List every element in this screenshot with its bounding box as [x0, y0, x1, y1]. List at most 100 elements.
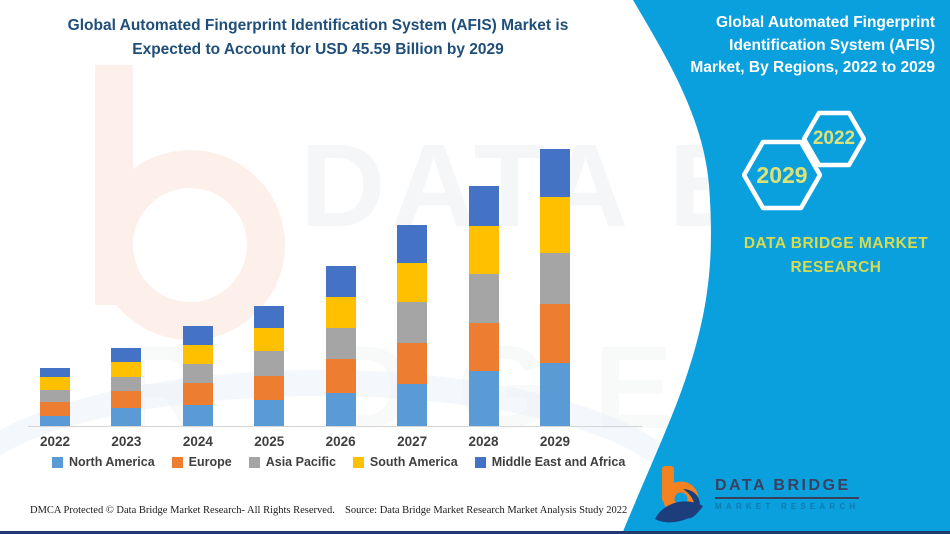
legend-label: North America [69, 455, 155, 469]
legend-label: South America [369, 455, 458, 469]
bar-2022: 2022 [40, 140, 70, 449]
logo-tagline: MARKET RESEARCH [715, 502, 860, 511]
data-bridge-logo-icon [655, 466, 703, 523]
hexagon-2022-label: 2022 [812, 128, 856, 149]
segment-north-america-2029 [539, 362, 570, 426]
segment-middle-east-and-africa-2025 [254, 306, 285, 329]
logo-text-block: DATA BRIDGE MARKET RESEARCH [715, 477, 860, 511]
bar-2025: 2025 [254, 140, 285, 449]
segment-europe-2028 [468, 322, 499, 372]
legend-item-north-america: North America [52, 455, 155, 469]
x-axis-label-2025: 2025 [254, 434, 285, 449]
page-title-line-1: Global Automated Fingerprint Identificat… [67, 17, 569, 34]
segment-middle-east-and-africa-2027 [397, 225, 428, 263]
side-panel-title: Global Automated Fingerprint Identificat… [690, 14, 935, 76]
segment-asia-pacific-2024 [182, 363, 213, 384]
hexagon-outline-icon [801, 110, 867, 168]
x-axis-label-2022: 2022 [39, 434, 71, 449]
legend-swatch-icon [474, 456, 486, 468]
bar-2026: 2026 [325, 140, 356, 449]
x-axis-label-2027: 2027 [397, 434, 428, 449]
bar-stack [468, 185, 499, 426]
bar-2028: 2028 [468, 140, 499, 449]
bar-2029: 2029 [539, 140, 570, 449]
bar-stack [397, 225, 428, 426]
segment-asia-pacific-2027 [397, 301, 428, 343]
segment-asia-pacific-2022 [40, 389, 70, 403]
segment-middle-east-and-africa-2022 [40, 367, 70, 378]
segment-middle-east-and-africa-2023 [111, 347, 142, 362]
segment-south-america-2025 [254, 328, 285, 352]
segment-north-america-2023 [111, 408, 142, 426]
segment-asia-pacific-2028 [468, 273, 499, 323]
hexagon-outline-icon [741, 139, 823, 211]
segment-asia-pacific-2025 [254, 351, 285, 376]
x-axis-label-2024: 2024 [182, 434, 213, 449]
segment-south-america-2029 [539, 197, 570, 253]
bar-stack [182, 326, 213, 426]
segment-north-america-2022 [40, 415, 70, 426]
segment-south-america-2022 [40, 377, 70, 390]
segment-asia-pacific-2026 [325, 328, 356, 360]
segment-middle-east-and-africa-2029 [539, 148, 570, 198]
copyright-text: DMCA Protected © Data Bridge Market Rese… [30, 505, 335, 516]
segment-europe-2025 [254, 375, 285, 401]
legend-label: Middle East and Africa [491, 455, 626, 469]
brand-name-text: DATA BRIDGE MARKET RESEARCH [743, 235, 929, 276]
bar-stack [539, 148, 570, 426]
legend-swatch-icon [248, 456, 260, 468]
bar-2027: 2027 [397, 140, 428, 449]
source-text: Source: Data Bridge Market Research Mark… [345, 505, 628, 516]
x-axis-label-2023: 2023 [111, 434, 142, 449]
hexagon-2029-label: 2029 [756, 161, 808, 188]
company-logo: DATA BRIDGE MARKET RESEARCH [653, 463, 860, 525]
segment-south-america-2026 [325, 297, 356, 329]
segment-south-america-2028 [468, 225, 499, 274]
segment-north-america-2028 [468, 371, 499, 426]
legend-item-asia-pacific: Asia Pacific [248, 455, 336, 469]
segment-south-america-2024 [182, 345, 213, 364]
segment-middle-east-and-africa-2026 [325, 266, 356, 298]
segment-europe-2023 [111, 391, 142, 409]
logo-name: DATA BRIDGE [715, 477, 860, 499]
legend-swatch-icon [352, 456, 364, 468]
segment-europe-2029 [539, 303, 570, 363]
segment-europe-2026 [325, 359, 356, 394]
legend-item-south-america: South America [352, 455, 458, 469]
legend-label: Europe [188, 455, 232, 469]
x-axis-label-2028: 2028 [468, 434, 499, 449]
segment-south-america-2027 [397, 262, 428, 302]
segment-north-america-2024 [182, 404, 213, 426]
watermark-text: DATA B [300, 120, 760, 252]
chart-legend: North America Europe Asia Pacific South Ame… [52, 455, 625, 469]
plot-area: 2022 2023 2024 2025 2026 2027 2028 2029 [40, 140, 570, 449]
segment-north-america-2026 [325, 393, 356, 426]
bar-stack [325, 266, 356, 426]
segment-north-america-2027 [397, 384, 428, 426]
bar-2024: 2024 [182, 140, 213, 449]
segment-asia-pacific-2023 [111, 376, 142, 392]
bar-stack [254, 306, 285, 426]
legend-swatch-icon [52, 456, 63, 468]
legend-item-middle-east-and-africa: Middle East and Africa [474, 455, 626, 469]
bar-stack [111, 347, 142, 426]
page-title: Global Automated Fingerprint Identificat… [48, 14, 588, 62]
page-title-line-2: Expected to Account for USD 45.59 Billio… [132, 41, 504, 58]
legend-item-europe: Europe [171, 455, 232, 469]
hexagon-2022: 2022 [801, 110, 867, 168]
bar-2023: 2023 [111, 140, 142, 449]
segment-asia-pacific-2029 [539, 252, 570, 304]
x-axis-line [28, 426, 642, 427]
hexagon-2029: 2029 [741, 138, 823, 212]
segment-europe-2022 [40, 402, 70, 416]
x-axis-label-2029: 2029 [539, 434, 570, 449]
segment-europe-2024 [182, 383, 213, 405]
bottom-border-strip [0, 531, 950, 534]
legend-swatch-icon [171, 456, 183, 468]
segment-south-america-2023 [111, 361, 142, 377]
segment-north-america-2025 [254, 400, 285, 426]
x-axis-label-2026: 2026 [325, 434, 356, 449]
bar-stack [40, 367, 70, 426]
